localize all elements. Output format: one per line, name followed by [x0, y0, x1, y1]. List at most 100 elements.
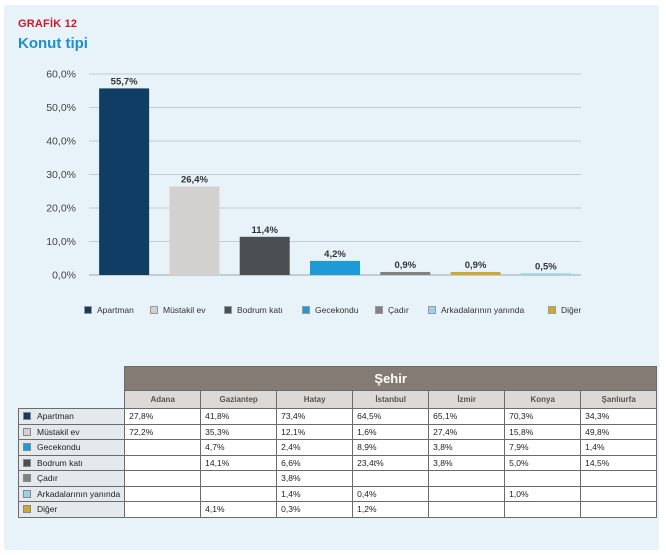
row-label: Arkadalarının yanında — [23, 489, 120, 499]
table-row: Gecekondu 4,7% 2,4% 8,9% 3,8% 7,9% 1,4% — [17, 439, 658, 456]
row-label: Müstakil ev — [23, 427, 120, 437]
row-swatch — [23, 443, 31, 452]
legend-item: Bodrum katı — [224, 305, 283, 315]
legend-swatch — [548, 306, 556, 314]
table-cell: 72,2% — [124, 423, 202, 440]
y-tick-label: 20,0% — [46, 203, 76, 215]
bar-chart: 0,0% 10,0% 20,0% 30,0% 40,0% 50,0% 60,0% 55,7%… — [46, 69, 581, 282]
table-cell: 15,8% — [504, 423, 582, 440]
table-cell: 8,9% — [352, 439, 430, 456]
column-header: Şanlıurfa — [580, 390, 658, 409]
row-label-text: Arkadalarının yanında — [37, 488, 121, 499]
table-corner — [19, 391, 125, 409]
figure-panel: GRAFİK 12 Konut tipi 0,0% 10,0% 20,0% 30,0%… — [4, 5, 659, 550]
table-cell: 5,0% — [504, 454, 582, 471]
bar — [450, 271, 501, 275]
chart-legend: Apartman Müstakil ev Bodrum katı Gecekondu Ç… — [84, 305, 644, 321]
table-cell — [200, 485, 278, 502]
row-swatch — [23, 505, 31, 514]
legend-item: Apartman — [84, 305, 134, 315]
table-header-row: Şehir — [19, 366, 658, 391]
table-cell: 1,0% — [504, 485, 582, 502]
y-tick-label: 50,0% — [46, 102, 76, 114]
table-row: Arkadalarının yanında 1,4% 0,4% 1,0% — [17, 485, 658, 502]
table-cell: 65,1% — [428, 408, 506, 425]
table-cell: 7,9% — [504, 439, 582, 456]
table-cell — [580, 470, 658, 487]
table-cell — [504, 470, 582, 487]
row-label: Gecekondu — [23, 442, 120, 452]
bar-value-label: 0,9% — [394, 260, 416, 271]
table-cell: 12,1% — [276, 423, 354, 440]
table-city-row: Adana Gaziantep Hatay İstanbul İzmir Konya Şan… — [19, 390, 658, 409]
legend-item: Müstakil ev — [150, 305, 206, 315]
row-swatch — [23, 412, 31, 421]
chart-title: Konut tipi — [18, 35, 88, 52]
table-cell: 35,3% — [200, 423, 278, 440]
table-cell: 2,4% — [276, 439, 354, 456]
bar-value-label: 11,4% — [252, 225, 279, 236]
table-cell: 3,8% — [428, 439, 506, 456]
bar — [520, 273, 571, 275]
table-cell — [124, 454, 202, 471]
legend-label: Müstakil ev — [163, 305, 206, 315]
y-tick-label: 0,0% — [52, 270, 76, 282]
legend-swatch — [150, 306, 158, 314]
legend-label: Diğer — [561, 305, 582, 315]
legend-label: Apartman — [97, 305, 134, 315]
column-header: Gaziantep — [200, 390, 278, 409]
y-tick-label: 10,0% — [46, 236, 76, 248]
table-group-header: Şehir — [124, 366, 658, 391]
table-cell — [428, 485, 506, 502]
bar — [239, 236, 290, 275]
table-cell — [124, 501, 202, 518]
legend-label: Gecekondu — [315, 305, 359, 315]
table-cell: 64,5% — [352, 408, 430, 425]
table-cell: 0,3% — [276, 501, 354, 518]
column-header: Hatay — [276, 390, 354, 409]
table-cell: 14,5% — [580, 454, 658, 471]
row-label-text: Çadır — [37, 473, 58, 484]
row-label-text: Gecekondu — [37, 442, 81, 453]
table-cell: 49,8% — [580, 423, 658, 440]
table-row: Apartman 27,8% 41,8% 73,4% 64,5% 65,1% 70,3% 34… — [17, 408, 658, 425]
legend-swatch — [375, 306, 383, 314]
row-label: Diğer — [23, 504, 120, 514]
bar-value-label: 55,7% — [111, 76, 138, 87]
table-cell: 3,8% — [276, 470, 354, 487]
table-cell: 3,8% — [428, 454, 506, 471]
bar-value-label: 0,5% — [535, 261, 557, 272]
bar-value-label: 26,4% — [181, 175, 208, 186]
table-cell — [124, 439, 202, 456]
legend-item: Gecekondu — [302, 305, 358, 315]
table-cell — [580, 501, 658, 518]
y-tick-label: 60,0% — [46, 69, 76, 81]
legend-swatch — [84, 306, 92, 314]
y-tick-label: 30,0% — [46, 169, 76, 181]
table-cell — [504, 501, 582, 518]
table-cell — [352, 470, 430, 487]
row-label-cell: Çadır — [17, 470, 126, 487]
table-row: Çadır 3,8% — [17, 470, 658, 487]
legend-label: Bodrum katı — [237, 305, 283, 315]
table-cell — [580, 485, 658, 502]
legend-swatch — [302, 306, 310, 314]
table-cell: 41,8% — [200, 408, 278, 425]
legend-item: Çadır — [375, 305, 409, 315]
bar — [169, 186, 220, 275]
table-cell: 14,1% — [200, 454, 278, 471]
table-cell: 27,4% — [428, 423, 506, 440]
row-label-text: Bodrum katı — [37, 457, 83, 468]
row-label-text: Diğer — [37, 504, 58, 515]
legend-swatch — [224, 306, 232, 314]
legend-item: Arkadalarının yanında — [428, 305, 524, 315]
table-cell — [428, 470, 506, 487]
table-cell: 73,4% — [276, 408, 354, 425]
row-label-cell: Apartman — [17, 408, 126, 425]
table-row: Bodrum katı 14,1% 6,6% 23,4t% 3,8% 5,0% 14,5% — [17, 454, 658, 471]
city-breakdown-table: Şehir Adana Gaziantep Hatay İstanbul İzmir Kon… — [17, 366, 658, 518]
column-header: İzmir — [428, 390, 506, 409]
y-tick-label: 40,0% — [46, 136, 76, 148]
column-header: Konya — [504, 390, 582, 409]
row-label-cell: Müstakil ev — [17, 423, 126, 440]
